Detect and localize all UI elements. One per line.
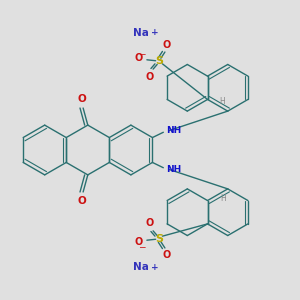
- Text: −: −: [139, 49, 146, 58]
- Text: +: +: [151, 28, 158, 37]
- Text: O: O: [146, 218, 154, 228]
- Text: O: O: [77, 196, 86, 206]
- Text: Na: Na: [133, 262, 148, 272]
- Text: O: O: [146, 72, 154, 82]
- Text: O: O: [163, 250, 171, 260]
- Text: O: O: [77, 94, 86, 104]
- Text: O: O: [163, 40, 171, 50]
- Text: Na: Na: [133, 28, 148, 38]
- Text: NH: NH: [167, 165, 182, 174]
- Text: O: O: [135, 53, 143, 63]
- Text: S: S: [155, 56, 163, 66]
- Text: H: H: [220, 194, 226, 203]
- Text: S: S: [155, 234, 163, 244]
- Text: NH: NH: [167, 126, 182, 135]
- Text: H: H: [219, 98, 225, 106]
- Text: O: O: [135, 237, 143, 247]
- Text: −: −: [139, 242, 146, 251]
- Text: +: +: [151, 263, 158, 272]
